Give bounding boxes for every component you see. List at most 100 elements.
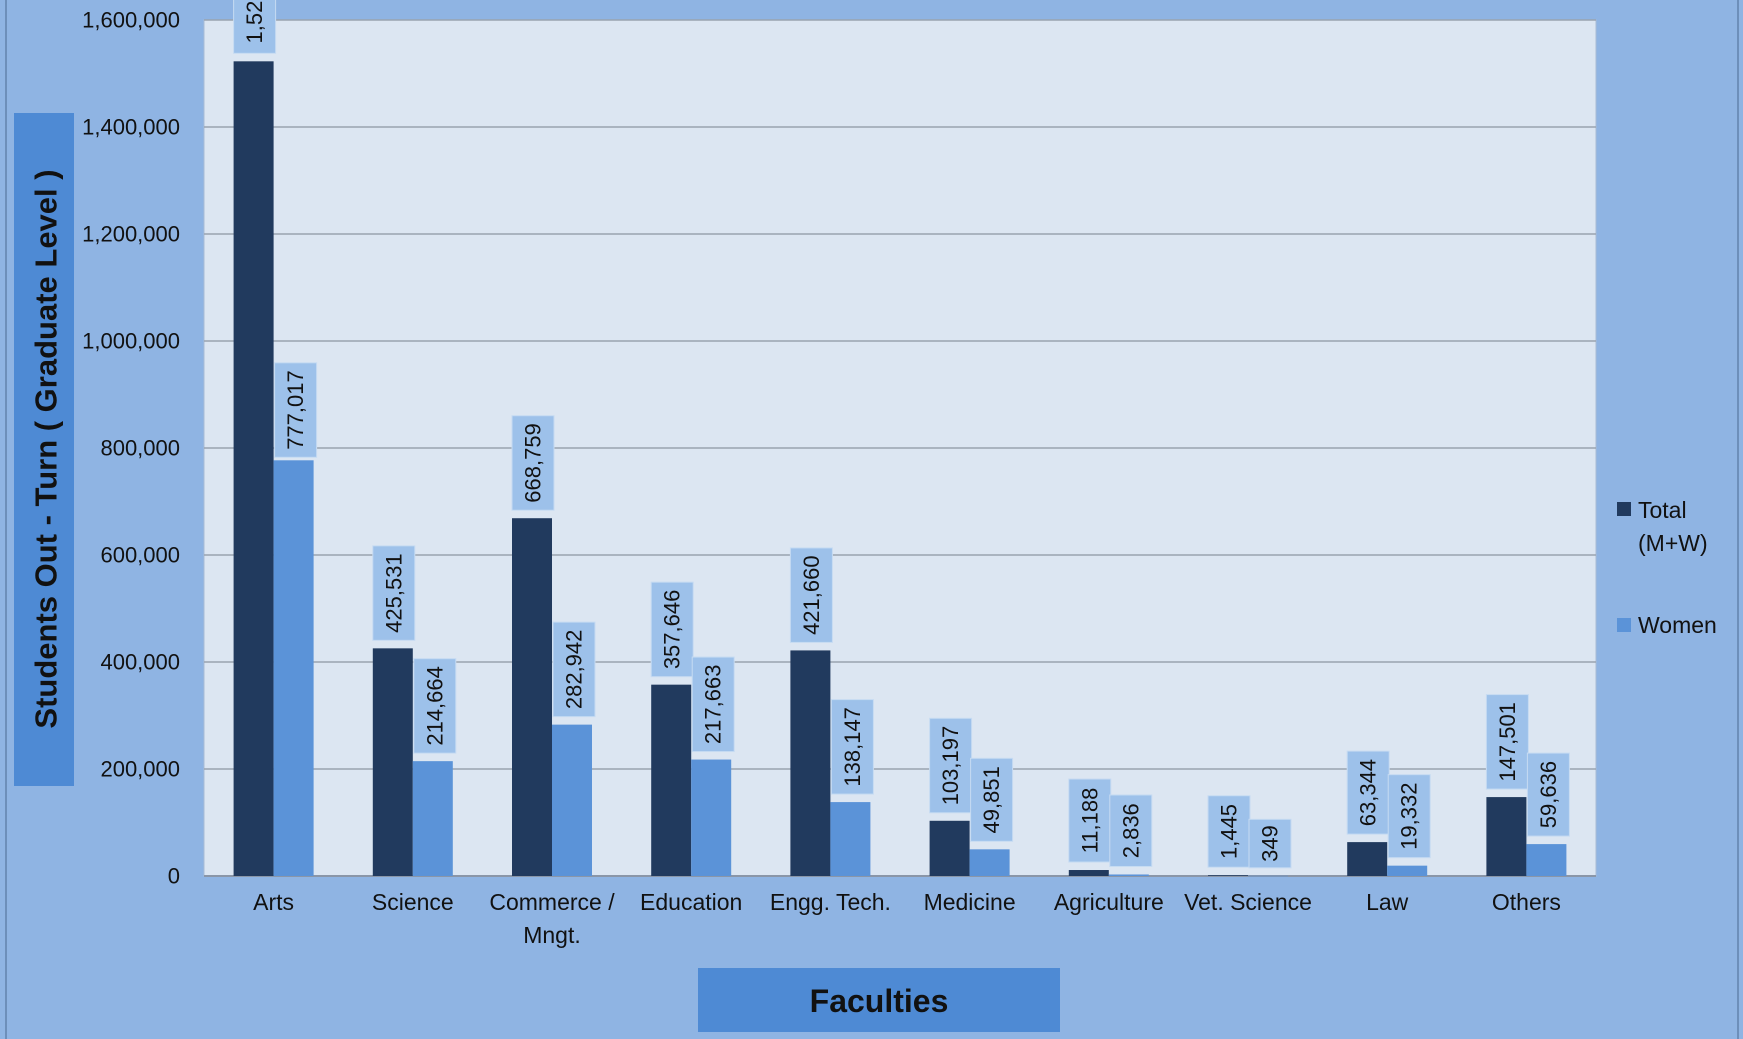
data-label-box: [830, 699, 874, 795]
data-label-box: [1248, 818, 1292, 869]
data-label-text: 668,759: [521, 423, 546, 503]
x-category-label: Science: [372, 889, 454, 915]
legend-label-total-line2: (M+W): [1638, 530, 1708, 556]
data-label-box: [650, 581, 694, 678]
data-label-box: [1387, 774, 1431, 859]
data-label-total: 425,531: [372, 545, 416, 641]
data-label-text: 214,664: [422, 666, 447, 746]
bar-women: [1526, 844, 1567, 876]
y-tick-label: 1,200,000: [82, 222, 180, 247]
data-label-women: 49,851: [970, 757, 1014, 842]
bar-women: [1108, 874, 1149, 876]
data-label-total: 357,646: [650, 581, 694, 678]
bar-total: [790, 650, 831, 876]
bar-women: [1248, 875, 1288, 877]
bar-women: [969, 849, 1010, 876]
data-label-women: 19,332: [1387, 774, 1431, 859]
data-label-total: 421,660: [789, 547, 833, 643]
y-axis-ticks: 0 200,000 400,000 600,000 800,000 1,000,000 1,…: [82, 8, 180, 889]
x-category-label: Others: [1492, 889, 1561, 915]
data-label-text: 777,017: [283, 370, 308, 450]
data-label-box: [789, 547, 833, 643]
legend-label-women: Women: [1638, 612, 1717, 638]
legend-label-total-line1: Total: [1638, 497, 1687, 523]
data-label-box: [1068, 778, 1112, 863]
bar-women: [1387, 865, 1428, 876]
data-label-text: 425,531: [381, 553, 406, 633]
x-category-label: Law: [1366, 889, 1409, 915]
y-tick-label: 1,000,000: [82, 329, 180, 354]
x-category-label: Vet. Science: [1184, 889, 1312, 915]
bar-total: [929, 820, 970, 876]
data-label-box: [1485, 694, 1529, 790]
data-label-women: 349: [1248, 818, 1292, 869]
data-label-box: [511, 415, 555, 511]
data-label-total: 11,188: [1068, 778, 1112, 863]
bar-women: [552, 724, 592, 876]
data-label-text: 217,663: [701, 665, 726, 745]
data-label-box: [1109, 794, 1153, 867]
data-label-text: 349: [1258, 825, 1283, 862]
data-label-text: 19,332: [1397, 783, 1422, 850]
data-label-box: [1526, 752, 1570, 837]
y-axis-title: Students Out - Turn ( Graduate Level ): [29, 169, 64, 728]
data-label-text: 147,501: [1495, 702, 1520, 782]
data-label-total: 103,197: [929, 717, 973, 814]
data-label-women: 59,636: [1526, 752, 1570, 837]
data-label-total: 1,445: [1207, 795, 1251, 868]
y-tick-label: 0: [168, 864, 180, 889]
legend-item-total: Total (M+W): [1617, 497, 1708, 556]
data-label-box: [1346, 750, 1390, 835]
bar-women: [830, 802, 871, 876]
data-label-text: 63,344: [1356, 759, 1381, 826]
x-category-label: Arts: [253, 889, 294, 915]
legend-swatch-women: [1617, 618, 1631, 632]
x-category-label: Commerce /: [489, 889, 615, 915]
data-label-text: 138,147: [840, 707, 865, 787]
data-label-women: 282,942: [552, 621, 596, 718]
data-label-box: [691, 656, 735, 753]
x-category-label: Engg. Tech.: [770, 889, 891, 915]
data-label-women: 777,017: [274, 362, 318, 458]
y-tick-label: 600,000: [100, 543, 180, 568]
data-label-total: 1,522,776: [233, 0, 277, 54]
data-label-women: 2,836: [1109, 794, 1153, 867]
data-label-text: 103,197: [938, 726, 963, 806]
chart-border-right: [1737, 0, 1739, 1039]
legend: Total (M+W) Women: [1617, 497, 1717, 638]
data-label-box: [1207, 795, 1251, 868]
data-label-women: 214,664: [413, 658, 457, 754]
bar-total: [1486, 797, 1527, 876]
y-tick-label: 1,600,000: [82, 8, 180, 33]
data-label-total: 63,344: [1346, 750, 1390, 835]
bars: [233, 61, 1567, 877]
y-tick-label: 200,000: [100, 757, 180, 782]
data-label-women: 217,663: [691, 656, 735, 753]
bar-women: [273, 460, 314, 876]
chart-border-left: [5, 0, 7, 1039]
data-label-box: [970, 757, 1014, 842]
y-tick-label: 800,000: [100, 436, 180, 461]
data-label-box: [552, 621, 596, 718]
y-axis-title-box: Students Out - Turn ( Graduate Level ): [14, 113, 74, 786]
bar-women: [691, 759, 732, 876]
x-axis-categories: Arts Science Commerce / Mngt. Education Engg.…: [253, 889, 1561, 948]
bar-total: [372, 648, 413, 876]
data-label-text: 1,522,776: [242, 0, 267, 44]
x-category-label: Mngt.: [523, 922, 581, 948]
bar-total: [233, 61, 274, 877]
data-label-women: 138,147: [830, 699, 874, 795]
data-label-text: 282,942: [562, 630, 587, 710]
data-labels: 1,522,776 777,017 425,531 214,664 668,759 282…: [233, 0, 1570, 869]
data-label-total: 668,759: [511, 415, 555, 511]
data-label-text: 357,646: [660, 590, 685, 670]
x-category-label: Education: [640, 889, 742, 915]
data-label-box: [413, 658, 457, 754]
bar-total: [1208, 875, 1248, 876]
x-axis-title: Faculties: [810, 983, 949, 1019]
data-label-text: 49,851: [979, 766, 1004, 833]
data-label-total: 147,501: [1485, 694, 1529, 790]
y-tick-label: 1,400,000: [82, 115, 180, 140]
